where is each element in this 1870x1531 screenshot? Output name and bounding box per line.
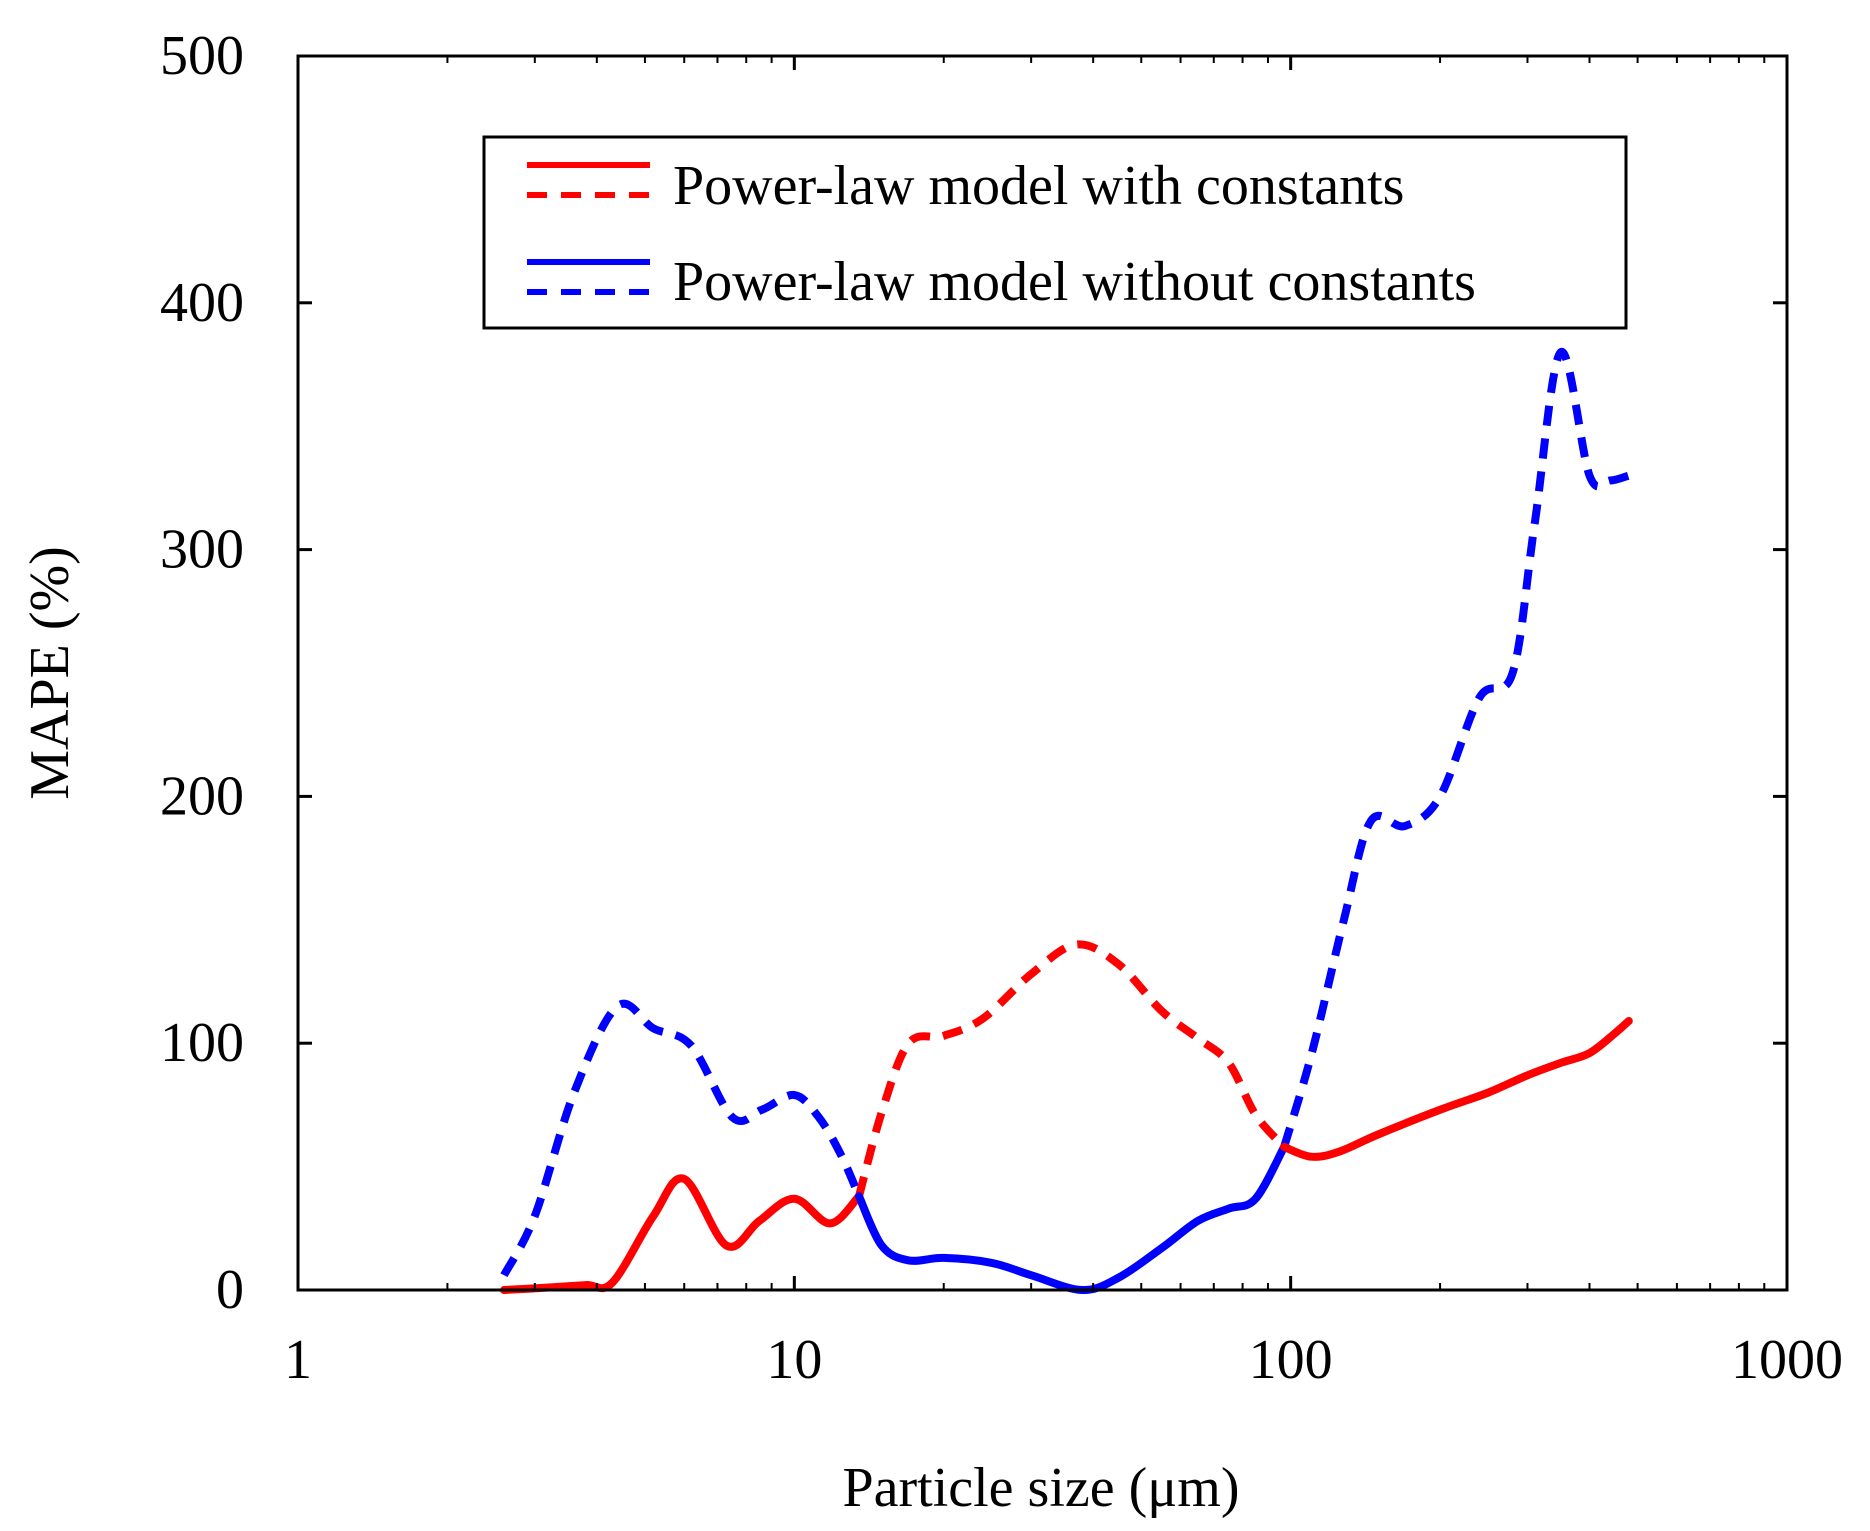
x-tick-label: 10 [766,1329,822,1391]
y-tick-label: 300 [160,519,244,581]
x-tick-label: 100 [1249,1329,1333,1391]
x-tick-label: 1 [284,1329,312,1391]
legend: Power-law model with constants Power-law… [482,135,1628,330]
tick-layer: 1 10 100 1000 0 100 200 300 400 500 [160,25,1843,1391]
y-tick-label: 400 [160,272,244,334]
x-tick-label: 1000 [1731,1329,1843,1391]
x-axis-title: Particle size (μm) [843,1457,1240,1519]
legend-label-with-constants: Power-law model with constants [673,155,1404,217]
series-line-6 [1280,1017,1633,1161]
series-line-1 [500,999,863,1278]
legend-label-without-constants: Power-law model without constants [673,251,1476,313]
y-axis-title: MAPE (%) [19,546,81,800]
legend-box [482,135,1628,330]
y-tick-label: 100 [160,1012,244,1074]
series-line-2 [500,1174,863,1294]
plot-frame [296,54,1789,1292]
y-tick-label: 0 [216,1259,244,1321]
y-tick-label: 500 [160,25,244,87]
y-tick-label: 200 [160,765,244,827]
series-line-5 [1280,348,1630,1149]
